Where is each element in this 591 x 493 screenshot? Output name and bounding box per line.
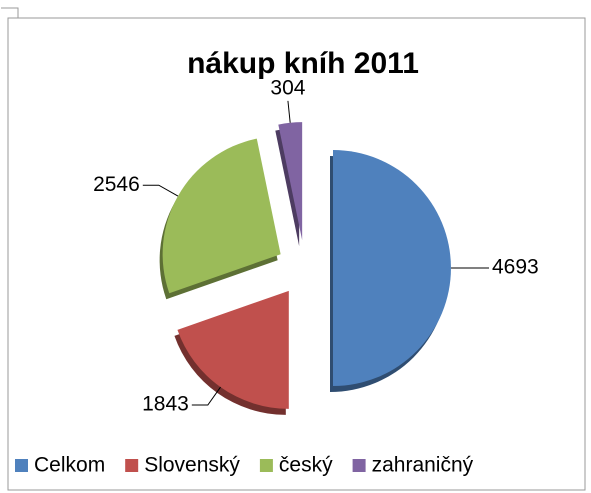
legend-label: Slovenský: [144, 454, 240, 477]
data-label: 4693: [492, 256, 539, 279]
frame-corner: [1, 7, 19, 18]
slice: [162, 138, 281, 294]
leader-line: [142, 184, 179, 197]
slice: [177, 290, 289, 409]
data-label: 304: [270, 76, 305, 99]
legend-swatch: [15, 459, 28, 472]
slice: [333, 150, 451, 386]
chart-title: nákup kníh 2011: [187, 47, 419, 80]
legend-swatch: [259, 459, 273, 472]
legend-label: zahraničný: [372, 454, 474, 477]
legend-swatch: [125, 459, 139, 472]
legend-label: český: [279, 454, 333, 477]
slice: [278, 122, 303, 241]
chart-frame: [7, 17, 586, 491]
leader-line: [191, 386, 221, 406]
legend-swatch: [352, 459, 366, 472]
data-label: 2546: [93, 173, 140, 196]
legend-label: Celkom: [34, 454, 105, 477]
leader-line: [287, 100, 291, 123]
data-label: 1843: [142, 393, 189, 416]
